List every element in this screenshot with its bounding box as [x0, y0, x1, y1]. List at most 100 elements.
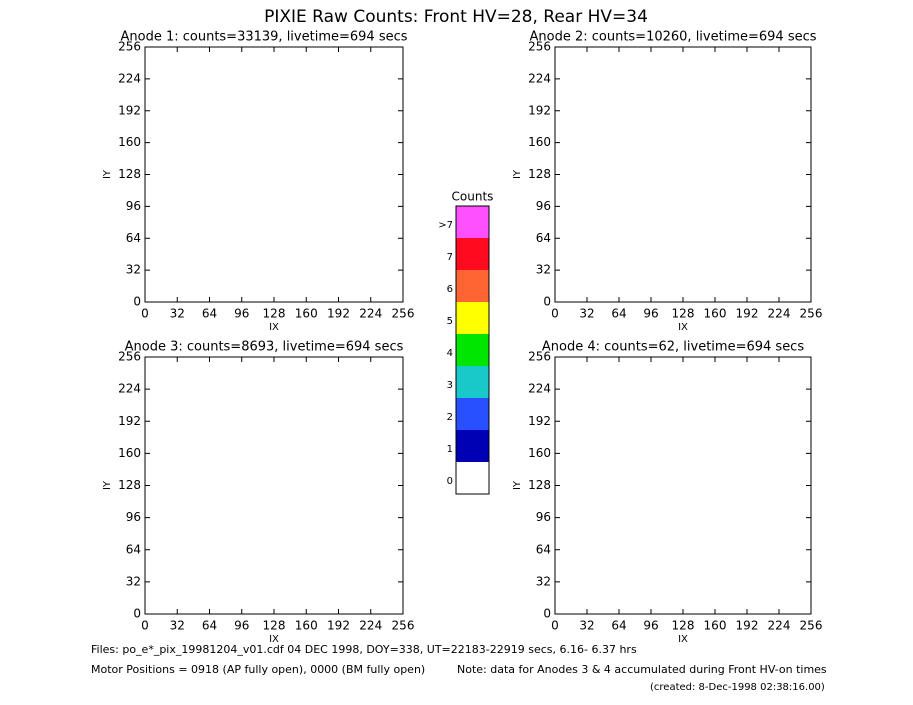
- panel-title: Anode 4: counts=62, livetime=694 secs: [542, 340, 804, 355]
- y-tick-label: 32: [126, 574, 141, 588]
- colorbar-label: 1: [447, 444, 453, 455]
- x-tick-label: 128: [672, 619, 695, 633]
- x-tick-label: 32: [579, 619, 594, 633]
- x-tick-label: 32: [170, 619, 185, 633]
- panel-title: Anode 1: counts=33139, livetime=694 secs: [120, 30, 407, 45]
- y-tick-label: 0: [133, 607, 141, 621]
- x-tick-label: 192: [736, 619, 759, 633]
- y-tick-label: 0: [133, 295, 141, 309]
- y-tick-label: 256: [528, 40, 551, 54]
- colorbar-swatch: [456, 270, 489, 302]
- x-tick-label: 0: [551, 619, 559, 633]
- x-tick-label: 256: [800, 307, 823, 321]
- y-tick-label: 160: [528, 135, 551, 149]
- colorbar-label: 3: [447, 380, 453, 391]
- x-tick-label: 160: [295, 619, 318, 633]
- y-tick-label: 160: [528, 446, 551, 460]
- colorbar-label: 7: [447, 252, 453, 263]
- colorbar-title: Counts: [452, 190, 494, 204]
- x-tick-label: 32: [579, 307, 594, 321]
- x-axis-label: IX: [269, 634, 279, 645]
- footer-note: Note: data for Anodes 3 & 4 accumulated …: [457, 663, 827, 676]
- y-tick-label: 160: [118, 135, 141, 149]
- colorbar-swatch: [456, 462, 489, 494]
- y-tick-label: 224: [118, 71, 141, 85]
- x-tick-label: 160: [704, 307, 727, 321]
- y-tick-label: 224: [528, 71, 551, 85]
- colorbar-frame: [455, 205, 490, 495]
- colorbar-label: 0: [447, 476, 453, 487]
- x-axis-label: IX: [269, 322, 279, 333]
- y-tick-label: 128: [118, 167, 141, 181]
- y-tick-label: 128: [118, 478, 141, 492]
- x-tick-label: 224: [359, 619, 382, 633]
- y-tick-label: 128: [528, 478, 551, 492]
- plot-frame: [554, 356, 812, 615]
- x-tick-label: 0: [141, 307, 149, 321]
- y-tick-label: 32: [536, 574, 551, 588]
- x-tick-label: 256: [800, 619, 823, 633]
- y-tick-label: 64: [126, 542, 141, 556]
- x-tick-label: 128: [263, 307, 286, 321]
- x-tick-label: 256: [392, 307, 415, 321]
- x-tick-label: 64: [611, 619, 626, 633]
- y-tick-label: 256: [118, 40, 141, 54]
- x-tick-label: 224: [768, 307, 791, 321]
- colorbar-swatch: [456, 238, 489, 270]
- y-axis-label: IY: [512, 169, 523, 179]
- x-tick-label: 224: [359, 307, 382, 321]
- colorbar-swatch: [456, 206, 489, 238]
- y-tick-label: 128: [528, 167, 551, 181]
- y-tick-label: 192: [528, 103, 551, 117]
- y-tick-label: 192: [118, 103, 141, 117]
- y-tick-label: 192: [528, 414, 551, 428]
- plot-frame: [144, 356, 404, 615]
- y-tick-label: 256: [118, 350, 141, 364]
- y-tick-label: 32: [536, 263, 551, 277]
- y-tick-label: 0: [543, 607, 551, 621]
- x-tick-label: 96: [234, 619, 249, 633]
- x-axis-label: IX: [678, 634, 688, 645]
- colorbar-swatch: [456, 334, 489, 366]
- x-tick-label: 64: [202, 307, 217, 321]
- footer-created: (created: 8-Dec-1998 02:38:16.00): [650, 682, 825, 693]
- x-tick-label: 0: [551, 307, 559, 321]
- y-axis-label: IY: [512, 480, 523, 490]
- footer-files: Files: po_e*_pix_19981204_v01.cdf 04 DEC…: [91, 643, 637, 656]
- x-tick-label: 192: [327, 619, 350, 633]
- y-tick-label: 96: [126, 510, 141, 524]
- x-tick-label: 128: [672, 307, 695, 321]
- figure-title: PIXIE Raw Counts: Front HV=28, Rear HV=3…: [264, 7, 648, 27]
- colorbar-label: 5: [447, 316, 453, 327]
- y-tick-label: 224: [528, 382, 551, 396]
- x-tick-label: 0: [141, 619, 149, 633]
- x-tick-label: 160: [295, 307, 318, 321]
- colorbar-label: 4: [447, 348, 453, 359]
- y-tick-label: 96: [536, 510, 551, 524]
- colorbar-swatch: [456, 366, 489, 398]
- x-axis-label: IX: [678, 322, 688, 333]
- x-tick-label: 256: [392, 619, 415, 633]
- colorbar-label: 6: [447, 284, 453, 295]
- colorbar-label: >7: [438, 220, 453, 231]
- colorbar-swatch: [456, 302, 489, 334]
- x-tick-label: 96: [643, 619, 658, 633]
- colorbar-swatch: [456, 398, 489, 430]
- y-axis-label: IY: [102, 169, 113, 179]
- y-tick-label: 256: [528, 350, 551, 364]
- x-tick-label: 128: [263, 619, 286, 633]
- x-tick-label: 32: [170, 307, 185, 321]
- y-tick-label: 64: [536, 231, 551, 245]
- y-tick-label: 32: [126, 263, 141, 277]
- y-tick-label: 96: [126, 199, 141, 213]
- x-tick-label: 192: [327, 307, 350, 321]
- y-axis-label: IY: [102, 480, 113, 490]
- x-tick-label: 64: [611, 307, 626, 321]
- x-tick-label: 96: [234, 307, 249, 321]
- footer-motor: Motor Positions = 0918 (AP fully open), …: [91, 663, 425, 676]
- y-tick-label: 192: [118, 414, 141, 428]
- x-tick-label: 64: [202, 619, 217, 633]
- x-tick-label: 160: [704, 619, 727, 633]
- x-tick-label: 96: [643, 307, 658, 321]
